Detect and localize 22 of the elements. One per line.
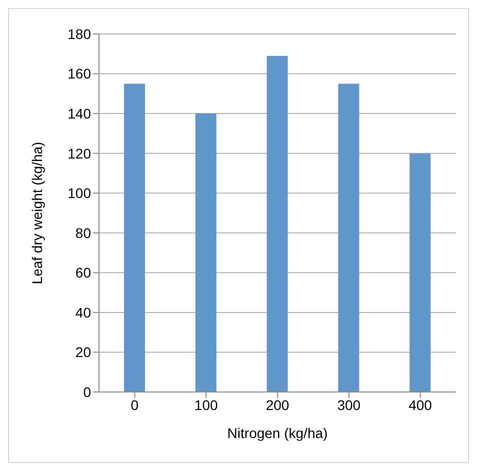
y-tick-label: 80 (75, 224, 92, 241)
x-tick-label: 0 (130, 396, 139, 413)
y-tick-label: 140 (68, 106, 92, 122)
y-axis-title: Leaf dry weight (kg/ha) (28, 142, 45, 284)
bar (124, 84, 145, 392)
y-tick-label: 20 (75, 344, 92, 360)
x-tick-label: 100 (194, 396, 218, 413)
bar (410, 153, 431, 392)
x-tick-label: 200 (266, 396, 290, 413)
y-tick-label: 100 (68, 185, 92, 202)
y-tick-label: 160 (68, 66, 92, 82)
y-tick-label: 60 (75, 264, 92, 281)
x-tick-label: 300 (337, 396, 361, 413)
y-tick-label: 0 (83, 384, 92, 400)
x-axis-title: Nitrogen (kg/ha) (227, 425, 328, 441)
bar (266, 56, 288, 392)
y-tick-label: 40 (75, 304, 92, 320)
y-tick-label: 120 (68, 145, 92, 162)
bar (195, 114, 216, 392)
x-tick-label: 400 (408, 396, 432, 413)
bar (338, 84, 360, 392)
y-tick-label: 180 (68, 26, 92, 42)
